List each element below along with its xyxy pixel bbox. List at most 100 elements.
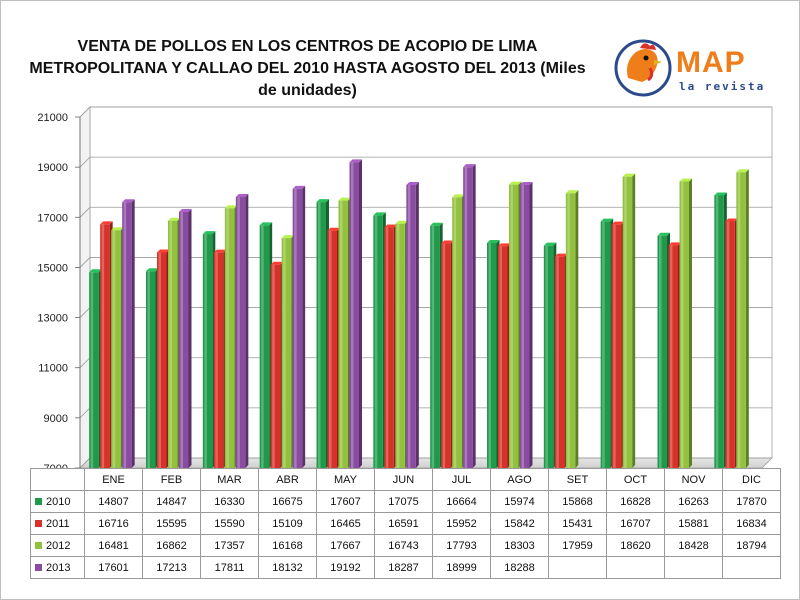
data-value: 16828: [606, 490, 665, 513]
data-value: 18428: [664, 534, 723, 557]
data-value: 17601: [84, 556, 143, 579]
bar-2011-DIC: [725, 218, 738, 468]
data-value: 15590: [200, 512, 259, 535]
data-value: 15109: [258, 512, 317, 535]
bar-2010-ENE: [89, 269, 102, 468]
bar-2010-MAR: [202, 231, 216, 468]
bar-2010-JUN: [373, 212, 386, 468]
data-value: 16664: [432, 490, 491, 513]
data-value: 17811: [200, 556, 259, 579]
data-value: 14807: [84, 490, 143, 513]
data-value: 17870: [722, 490, 781, 513]
data-value: 18287: [374, 556, 433, 579]
legend-swatch-icon: [35, 542, 42, 550]
data-value: 16168: [258, 534, 317, 557]
data-value: 16330: [200, 490, 259, 513]
y-tick-label: 11000: [38, 363, 68, 375]
bar-2011-NOV: [668, 242, 681, 468]
category-label: AGO: [490, 468, 549, 491]
bar-2011-MAY: [327, 227, 340, 468]
bar-2011-SET: [554, 253, 568, 468]
category-label: OCT: [606, 468, 665, 491]
data-value: 14847: [142, 490, 201, 513]
data-value: 16675: [258, 490, 317, 513]
bar-2012-ABR: [281, 235, 295, 468]
bar-2011-OCT: [611, 221, 625, 468]
data-value: 16591: [374, 512, 433, 535]
data-value: 15431: [548, 512, 607, 535]
data-value: 17213: [142, 556, 201, 579]
table-row: 2012 16481 16862 17357 16168 17667 16743 17793 1…: [30, 534, 781, 557]
series-legend-label: 2012: [30, 534, 85, 557]
bar-2013-MAY: [349, 159, 362, 468]
bar-2012-MAR: [224, 205, 238, 469]
data-value: 16716: [84, 512, 143, 535]
y-tick-label: 13000: [37, 313, 68, 325]
table-row: 2010 14807 14847 16330 16675 17607 17075 16664 1…: [30, 490, 781, 513]
bar-2012-MAY: [338, 197, 351, 469]
bar-2013-ABR: [292, 185, 306, 469]
data-value: 17607: [316, 490, 375, 513]
series-legend-label: 2011: [30, 512, 85, 535]
table-row: 2013 17601 17213 17811 18132 19192 18287 18999 1…: [30, 556, 781, 579]
bar-2011-JUL: [441, 240, 454, 468]
data-value: 15952: [432, 512, 491, 535]
bar-2010-DIC: [714, 192, 727, 468]
data-value: [722, 556, 781, 579]
data-value: 17793: [432, 534, 491, 557]
data-value: 15881: [664, 512, 723, 535]
category-label: JUL: [432, 468, 491, 491]
bar-2013-AGO: [520, 181, 533, 468]
bar-2013-MAR: [235, 193, 249, 468]
data-value: 15595: [142, 512, 201, 535]
category-label: MAY: [316, 468, 375, 491]
series-legend-label: 2013: [30, 556, 85, 579]
data-value: 18132: [258, 556, 317, 579]
gridline: [79, 206, 772, 218]
bar-2013-JUL: [463, 164, 476, 469]
plot-side-wall: [79, 106, 91, 469]
y-tick-label: 15000: [37, 262, 68, 274]
logo-subtitle: la revista: [679, 80, 766, 93]
bar-2011-FEB: [157, 249, 170, 468]
category-label: JUN: [374, 468, 433, 491]
bar-2012-ENE: [111, 227, 124, 468]
y-tick-label: 21000: [37, 112, 68, 124]
data-value: 18303: [490, 534, 549, 557]
category-label: NOV: [664, 468, 723, 491]
y-tick-label: 19000: [37, 162, 68, 174]
data-value: 15974: [490, 490, 549, 513]
data-value: 16465: [316, 512, 375, 535]
bar-2010-ABR: [259, 222, 273, 468]
bar-2012-SET: [565, 190, 579, 468]
bar-2010-SET: [543, 242, 557, 468]
bar-2012-JUN: [395, 220, 408, 468]
table-corner: [30, 468, 85, 491]
bar-2012-OCT: [622, 173, 636, 469]
data-value: 19192: [316, 556, 375, 579]
bar-2012-NOV: [679, 178, 692, 469]
legend-swatch-icon: [35, 564, 42, 572]
legend-swatch-icon: [35, 498, 42, 506]
bar-2010-NOV: [657, 232, 670, 468]
bar-2013-FEB: [179, 208, 192, 468]
category-label: ENE: [84, 468, 143, 491]
bar-2011-ABR: [270, 261, 284, 468]
data-value: 16707: [606, 512, 665, 535]
bar-2012-DIC: [736, 169, 749, 469]
bar-2010-JUL: [430, 222, 443, 468]
data-value: [664, 556, 723, 579]
bar-2013-JUN: [406, 182, 419, 468]
logo-text: MAP: [676, 46, 746, 79]
data-value: [606, 556, 665, 579]
bar-2010-OCT: [600, 218, 614, 468]
data-value: 15868: [548, 490, 607, 513]
bar-2011-ENE: [100, 221, 113, 468]
bar-2010-FEB: [146, 268, 159, 468]
data-value: 17357: [200, 534, 259, 557]
legend-swatch-icon: [35, 520, 42, 528]
data-value: 16834: [722, 512, 781, 535]
bar-2011-MAR: [213, 249, 227, 468]
series-legend-label: 2010: [30, 490, 85, 513]
